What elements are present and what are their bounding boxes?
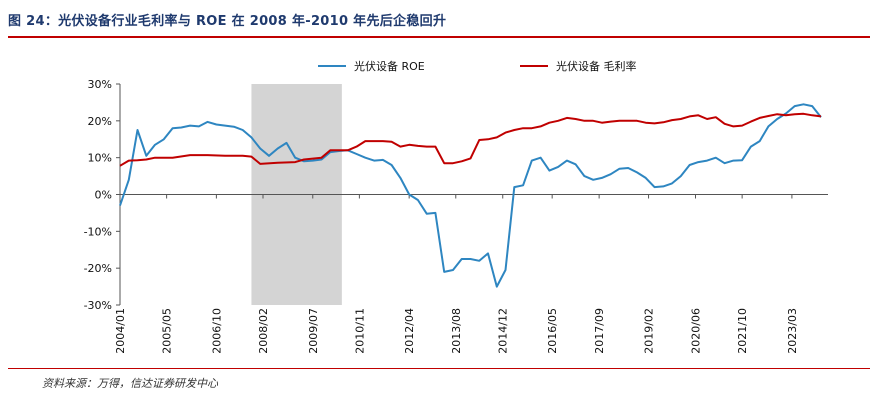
y-tick-label: -10% [84,225,112,238]
legend-label: 光伏设备 ROE [354,59,425,73]
title-divider [8,36,870,38]
y-tick-label: 30% [88,78,112,91]
x-tick-label: 2017/09 [593,308,606,354]
x-tick-label: 2014/12 [497,308,510,354]
x-tick-label: 2008/02 [257,308,270,354]
x-tick-label: 2010/11 [353,308,366,354]
x-tick-label: 2004/01 [114,308,127,354]
chart-title: 图 24：光伏设备行业毛利率与 ROE 在 2008 年-2010 年先后企稳回… [8,14,447,29]
y-tick-label: 20% [88,115,112,128]
y-tick-label: -20% [84,262,112,275]
x-tick-label: 2012/04 [403,308,416,354]
y-tick-label: -30% [84,299,112,312]
roe-series-line [119,103,822,288]
footer-divider [8,368,870,369]
x-tick-label: 2016/05 [546,308,559,354]
y-tick-label: 10% [88,152,112,165]
x-tick-label: 2021/10 [736,308,749,354]
x-tick-label: 2023/03 [786,308,799,354]
x-tick-label: 2009/07 [307,308,320,354]
series-layer [119,103,822,288]
legend: 光伏设备 ROE 光伏设备 毛利率 [318,59,637,73]
x-tick-label: 2013/08 [450,308,463,354]
axis-layer: 30% 20% 10% 0% -10% -20% -30%2004/01 2005/05 200… [84,78,828,354]
x-tick-label: 2005/05 [161,308,174,354]
source-note: 资料来源：万得，信达证券研发中心 [42,377,218,390]
gross-margin-series-line [119,112,822,167]
x-tick-label: 2020/06 [690,308,703,354]
x-tick-label: 2006/10 [210,308,223,354]
legend-label: 光伏设备 毛利率 [556,59,637,73]
y-tick-label: 0% [95,189,112,202]
x-tick-label: 2019/02 [643,308,656,354]
